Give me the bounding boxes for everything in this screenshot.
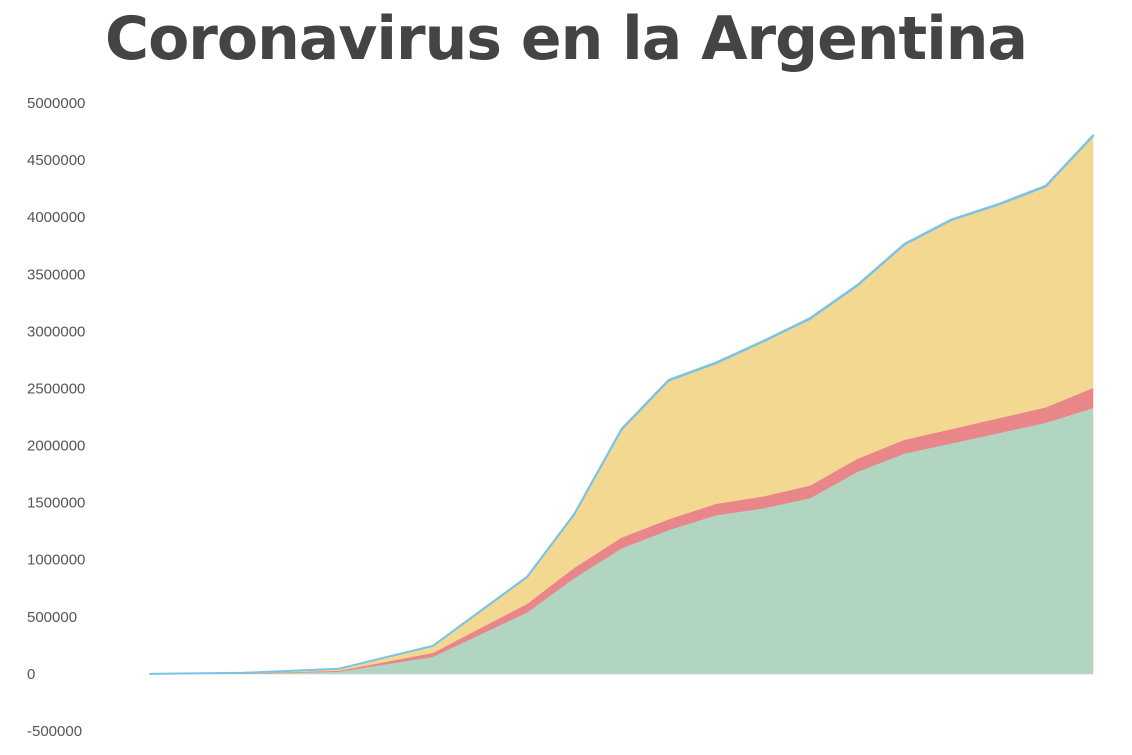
y-tick-label: 4000000 <box>27 209 85 226</box>
y-tick-label: 1500000 <box>27 495 85 512</box>
y-tick-label: 500000 <box>27 609 77 626</box>
y-tick-label: 2500000 <box>27 380 85 397</box>
y-tick-label: 1000000 <box>27 552 85 569</box>
y-tick-label: 3000000 <box>27 323 85 340</box>
y-tick-label: -500000 <box>27 723 82 740</box>
y-tick-label: 3500000 <box>27 266 85 283</box>
y-axis-labels: 5000000450000040000003500000300000025000… <box>27 95 85 740</box>
area-series-group <box>149 134 1094 675</box>
y-tick-label: 2000000 <box>27 438 85 455</box>
y-tick-label: 5000000 <box>27 95 85 112</box>
y-tick-label: 4500000 <box>27 152 85 169</box>
y-tick-label: 0 <box>27 666 35 683</box>
area-series-4 <box>149 134 1094 675</box>
chart-title: Coronavirus en la Argentina <box>105 4 1028 74</box>
